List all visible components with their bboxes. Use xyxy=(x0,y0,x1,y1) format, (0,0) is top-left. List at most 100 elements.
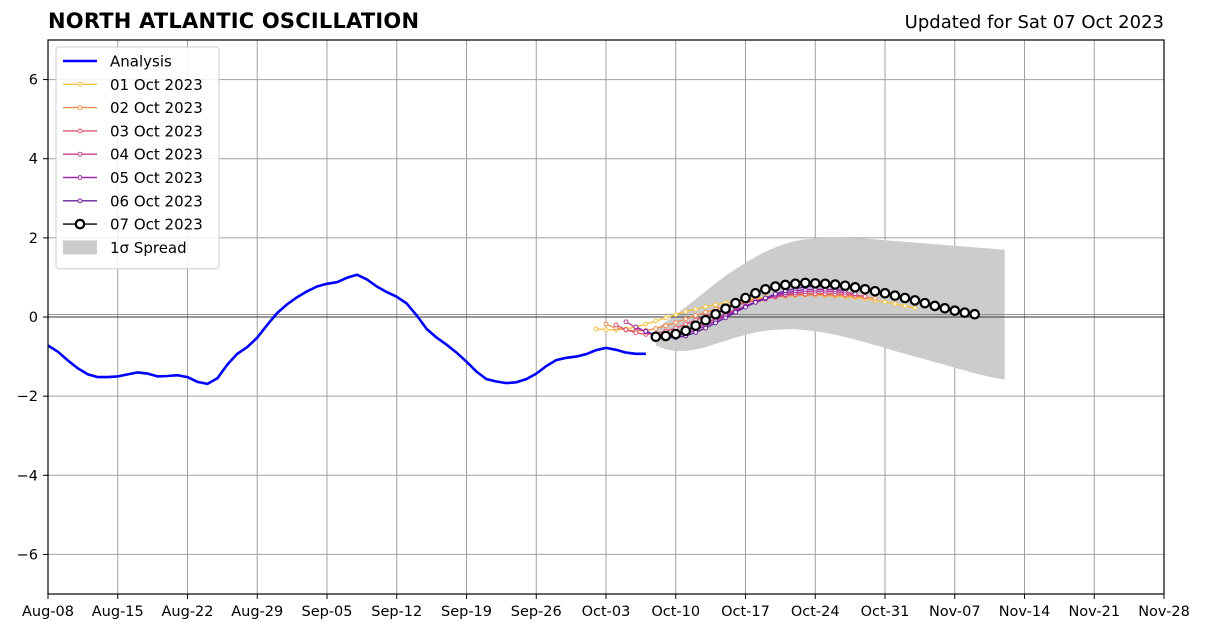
forecast-point xyxy=(653,326,659,331)
forecast-point xyxy=(693,330,699,335)
forecast-point xyxy=(603,327,609,333)
latest-forecast-point xyxy=(949,305,961,316)
legend-entry: 05 Oct 2023 xyxy=(63,169,203,187)
legend-label: 01 Oct 2023 xyxy=(110,76,203,94)
legend-label: 06 Oct 2023 xyxy=(110,192,203,210)
latest-forecast-point xyxy=(909,295,921,306)
latest-forecast-point xyxy=(809,278,821,289)
forecast-point xyxy=(673,320,679,325)
latest-forecast-point xyxy=(959,307,971,318)
legend-label: 07 Oct 2023 xyxy=(110,216,203,234)
x-tick-label: Sep-05 xyxy=(301,604,352,620)
x-tick-label: Sep-12 xyxy=(371,604,422,620)
y-tick-label: 6 xyxy=(29,73,38,89)
x-tick-label: Oct-10 xyxy=(651,604,700,620)
forecast-point xyxy=(643,321,649,327)
legend-box xyxy=(55,46,220,270)
latest-forecast-point xyxy=(919,297,931,309)
latest-forecast-point xyxy=(790,278,801,290)
legend-label: 1σ Spread xyxy=(110,239,187,257)
forecast-point xyxy=(693,306,699,312)
forecast-point xyxy=(862,294,868,299)
latest-forecast-point xyxy=(969,308,980,320)
y-tick-label: −6 xyxy=(17,547,38,563)
forecast-point xyxy=(683,309,689,314)
latest-forecast-point xyxy=(829,279,841,290)
latest-forecast-point xyxy=(760,283,771,295)
latest-forecast-point xyxy=(879,287,891,299)
x-tick-label: Sep-26 xyxy=(511,604,562,620)
forecast-point xyxy=(763,295,768,301)
legend-entry: 01 Oct 2023 xyxy=(63,76,203,94)
forecast-point xyxy=(663,323,669,329)
x-tick-label: Aug-22 xyxy=(162,604,214,620)
forecast-point xyxy=(713,320,719,326)
legend-entry: Analysis xyxy=(63,53,172,71)
legend-swatch-marker xyxy=(77,128,83,134)
legend-entry: 1σ Spread xyxy=(63,239,187,257)
forecast-point xyxy=(882,299,888,305)
y-tick-label: 0 xyxy=(29,310,38,326)
legend-label: Analysis xyxy=(110,53,172,71)
forecast-point xyxy=(703,304,709,310)
latest-forecast-point xyxy=(750,287,761,299)
analysis-line xyxy=(47,273,646,386)
latest-forecast-point xyxy=(680,325,692,337)
legend-entry: 07 Oct 2023 xyxy=(63,216,203,234)
latest-forecast-point xyxy=(740,292,751,304)
legend-label: 04 Oct 2023 xyxy=(110,146,203,164)
series-layer xyxy=(47,273,980,386)
x-tick-label: Nov-28 xyxy=(1138,604,1190,620)
latest-forecast-point xyxy=(650,331,662,343)
legend-entry: 03 Oct 2023 xyxy=(63,122,203,140)
x-tick-label: Oct-24 xyxy=(791,604,840,620)
x-tick-label: Nov-21 xyxy=(1068,604,1120,620)
legend-entry: 02 Oct 2023 xyxy=(63,99,203,117)
x-tick-label: Nov-14 xyxy=(999,604,1051,620)
latest-forecast-point xyxy=(849,282,861,293)
latest-forecast-point xyxy=(889,290,901,301)
forecast-point xyxy=(613,322,619,328)
forecast-point xyxy=(912,305,918,311)
forecast-point xyxy=(683,321,689,327)
forecast-point xyxy=(892,301,898,307)
forecast-point xyxy=(703,309,709,315)
legend-label: 05 Oct 2023 xyxy=(110,169,203,187)
x-tick-label: Oct-03 xyxy=(582,604,631,620)
forecast-point xyxy=(623,319,629,325)
chart-title: NORTH ATLANTIC OSCILLATION xyxy=(48,9,420,33)
forecast-point xyxy=(733,309,738,315)
latest-forecast-point xyxy=(690,320,701,332)
x-tick-label: Aug-08 xyxy=(22,604,74,620)
spread-band xyxy=(655,237,1005,380)
forecast-point xyxy=(703,325,709,331)
forecast-point xyxy=(663,315,669,321)
latest-forecast-point xyxy=(869,285,881,297)
legend-entry: 06 Oct 2023 xyxy=(63,192,203,210)
forecast-point xyxy=(653,318,659,324)
legend-swatch-marker xyxy=(77,151,83,157)
forecast-point xyxy=(633,324,639,330)
legend-swatch-marker xyxy=(77,81,83,87)
spread-band-layer xyxy=(655,237,1005,380)
legend-swatch-marker xyxy=(77,105,83,110)
legend: Analysis 01 Oct 2023 02 Oct 2023 03 Oct 202… xyxy=(55,46,220,270)
forecast-point xyxy=(603,321,609,327)
latest-forecast-point xyxy=(899,292,911,304)
legend-swatch-marker xyxy=(77,198,83,204)
latest-forecast-point xyxy=(799,277,811,289)
latest-forecast-point xyxy=(939,302,951,314)
latest-forecast-point xyxy=(819,278,831,290)
forecast-point xyxy=(772,291,778,297)
legend-label: 02 Oct 2023 xyxy=(110,99,203,117)
latest-forecast-point xyxy=(839,280,851,292)
y-tick-label: 2 xyxy=(29,231,38,247)
forecast-point xyxy=(683,316,689,322)
chart-subtitle: Updated for Sat 07 Oct 2023 xyxy=(904,12,1164,33)
forecast-point xyxy=(623,327,629,333)
latest-forecast-point xyxy=(660,330,672,342)
forecast-point xyxy=(713,302,719,308)
legend-label: 03 Oct 2023 xyxy=(110,122,203,140)
latest-forecast-point xyxy=(929,300,941,312)
x-tick-label: Nov-07 xyxy=(929,604,981,620)
